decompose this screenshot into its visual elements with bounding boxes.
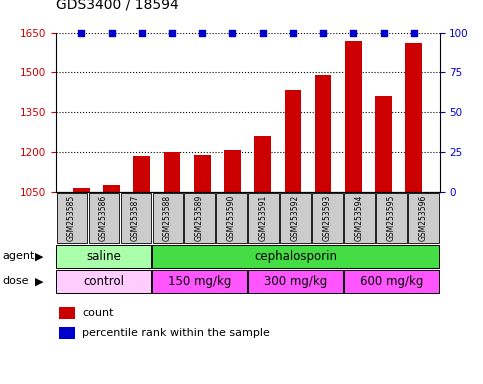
Text: 150 mg/kg: 150 mg/kg — [168, 275, 231, 288]
Bar — [59, 327, 75, 339]
Bar — [164, 152, 180, 192]
Text: percentile rank within the sample: percentile rank within the sample — [83, 328, 270, 338]
Text: GSM253591: GSM253591 — [259, 195, 268, 241]
Bar — [313, 193, 342, 243]
Bar — [375, 96, 392, 192]
Text: count: count — [83, 308, 114, 318]
Text: dose: dose — [2, 276, 29, 286]
Bar — [216, 193, 247, 243]
Point — [410, 30, 418, 36]
Bar — [152, 245, 439, 268]
Bar — [88, 193, 119, 243]
Bar — [376, 193, 407, 243]
Bar — [56, 270, 151, 293]
Bar — [152, 270, 247, 293]
Bar — [120, 193, 151, 243]
Point — [319, 30, 327, 36]
Text: GSM253589: GSM253589 — [195, 195, 204, 241]
Bar — [248, 270, 343, 293]
Point — [168, 30, 176, 36]
Bar — [103, 185, 120, 192]
Point — [228, 30, 236, 36]
Text: GDS3400 / 18594: GDS3400 / 18594 — [56, 0, 178, 12]
Bar — [281, 193, 311, 243]
Point — [259, 30, 267, 36]
Point — [289, 30, 297, 36]
Bar — [194, 155, 211, 192]
Text: GSM253596: GSM253596 — [419, 195, 428, 241]
Text: GSM253594: GSM253594 — [355, 195, 364, 241]
Bar — [57, 193, 86, 243]
Bar — [56, 245, 151, 268]
Bar — [153, 193, 183, 243]
Bar — [255, 136, 271, 192]
Text: GSM253588: GSM253588 — [163, 195, 172, 241]
Text: GSM253592: GSM253592 — [291, 195, 300, 241]
Text: agent: agent — [2, 251, 35, 262]
Bar — [133, 156, 150, 192]
Bar — [284, 90, 301, 192]
Text: 300 mg/kg: 300 mg/kg — [264, 275, 327, 288]
Text: saline: saline — [86, 250, 121, 263]
Bar — [73, 188, 90, 192]
Bar — [59, 306, 75, 319]
Bar — [248, 193, 279, 243]
Bar — [405, 43, 422, 192]
Point — [108, 30, 115, 36]
Bar — [185, 193, 214, 243]
Text: ▶: ▶ — [35, 276, 44, 286]
Point — [380, 30, 387, 36]
Text: 600 mg/kg: 600 mg/kg — [360, 275, 423, 288]
Bar — [409, 193, 439, 243]
Bar — [344, 193, 375, 243]
Text: GSM253590: GSM253590 — [227, 195, 236, 241]
Text: GSM253585: GSM253585 — [67, 195, 76, 241]
Text: ▶: ▶ — [35, 251, 44, 262]
Text: GSM253595: GSM253595 — [387, 195, 396, 241]
Text: control: control — [83, 275, 124, 288]
Bar — [344, 270, 439, 293]
Bar — [345, 41, 362, 192]
Text: GSM253593: GSM253593 — [323, 195, 332, 241]
Point — [350, 30, 357, 36]
Point — [199, 30, 206, 36]
Bar — [315, 75, 331, 192]
Text: GSM253586: GSM253586 — [99, 195, 108, 241]
Point — [77, 30, 85, 36]
Text: GSM253587: GSM253587 — [131, 195, 140, 241]
Text: cephalosporin: cephalosporin — [254, 250, 337, 263]
Point — [138, 30, 145, 36]
Bar — [224, 150, 241, 192]
